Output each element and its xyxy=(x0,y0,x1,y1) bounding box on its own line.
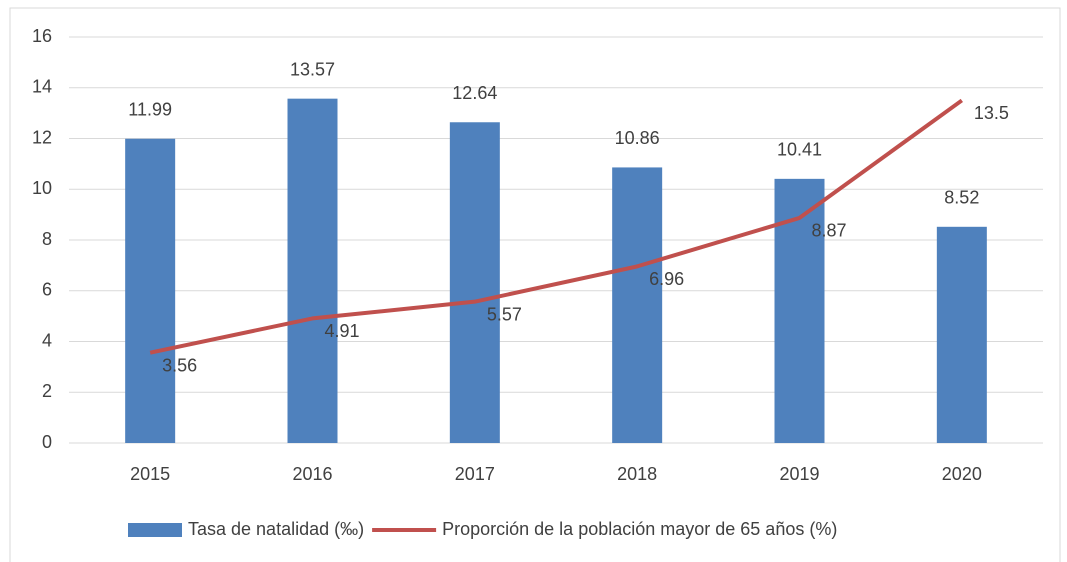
line-value-label: 4.91 xyxy=(325,321,360,341)
y-tick-label: 12 xyxy=(32,127,52,147)
bar xyxy=(449,122,500,443)
legend-label: Tasa de natalidad (‰) xyxy=(188,519,364,539)
line-value-label: 13.5 xyxy=(974,103,1009,123)
line-value-label: 3.56 xyxy=(162,355,197,375)
bar xyxy=(936,226,987,443)
y-tick-label: 10 xyxy=(32,178,52,198)
line-value-label: 5.57 xyxy=(487,304,522,324)
line-value-label: 6.96 xyxy=(649,269,684,289)
bar-value-label: 12.64 xyxy=(452,83,497,103)
x-tick-label: 2019 xyxy=(779,464,819,484)
bar xyxy=(287,98,338,443)
y-tick-label: 2 xyxy=(42,381,52,401)
bar-value-label: 10.41 xyxy=(777,140,822,160)
y-tick-label: 4 xyxy=(42,330,52,350)
y-tick-label: 6 xyxy=(42,280,52,300)
x-tick-label: 2017 xyxy=(455,464,495,484)
chart-border xyxy=(9,7,1061,562)
y-tick-label: 0 xyxy=(42,432,52,452)
legend-swatch xyxy=(128,523,182,537)
x-tick-label: 2015 xyxy=(130,464,170,484)
y-tick-label: 14 xyxy=(32,77,52,97)
line-value-label: 8.87 xyxy=(812,221,847,241)
bar-value-label: 11.99 xyxy=(128,100,172,120)
bar-value-label: 8.52 xyxy=(944,188,979,208)
bar-value-label: 13.57 xyxy=(290,59,335,79)
x-tick-label: 2020 xyxy=(942,464,982,484)
y-tick-label: 8 xyxy=(42,229,52,249)
x-tick-label: 2018 xyxy=(617,464,657,484)
legend-label: Proporción de la población mayor de 65 a… xyxy=(442,519,837,539)
y-tick-label: 16 xyxy=(32,26,52,46)
bar xyxy=(125,138,176,443)
line xyxy=(149,98,964,355)
x-tick-label: 2016 xyxy=(292,464,332,484)
bar-value-label: 10.86 xyxy=(615,128,660,148)
bar xyxy=(612,167,663,444)
